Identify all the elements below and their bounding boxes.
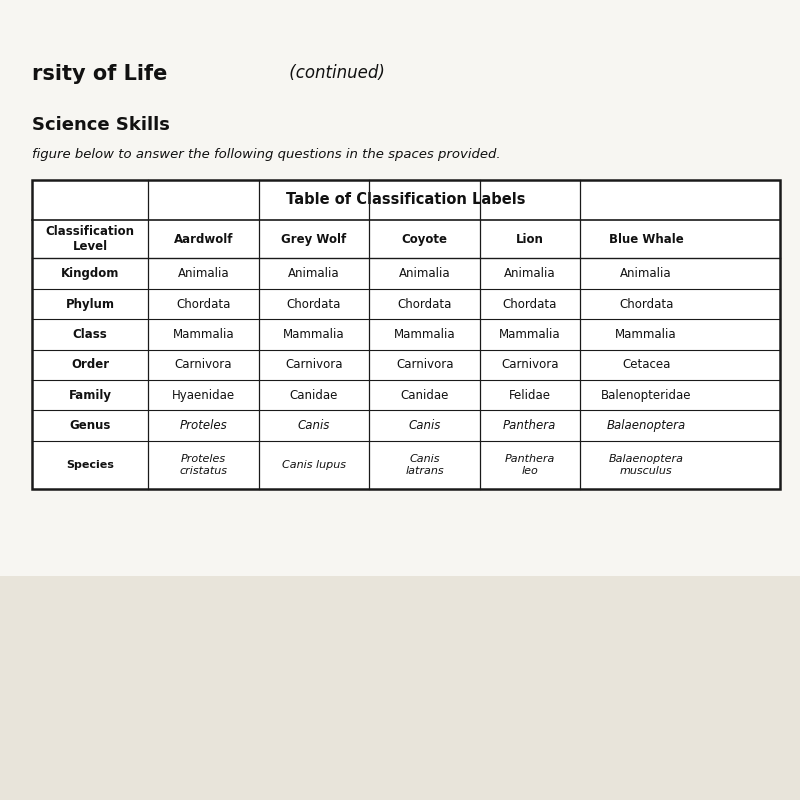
Text: Mammalia: Mammalia — [615, 328, 677, 341]
Text: Chordata: Chordata — [502, 298, 557, 310]
Text: Science Skills: Science Skills — [32, 116, 170, 134]
Text: Class: Class — [73, 328, 107, 341]
Text: Blue Whale: Blue Whale — [609, 233, 683, 246]
Text: Carnivora: Carnivora — [501, 358, 558, 371]
Text: Canis
latrans: Canis latrans — [406, 454, 444, 476]
Text: Animalia: Animalia — [399, 267, 450, 280]
Text: rsity of Life: rsity of Life — [32, 64, 167, 84]
Text: Coyote: Coyote — [402, 233, 448, 246]
Text: Family: Family — [69, 389, 111, 402]
Text: Phylum: Phylum — [66, 298, 114, 310]
Text: Cetacea: Cetacea — [622, 358, 670, 371]
Text: Table of Classification Labels: Table of Classification Labels — [286, 193, 526, 207]
Text: Balaenoptera: Balaenoptera — [606, 419, 686, 432]
Text: Hyaenidae: Hyaenidae — [172, 389, 235, 402]
Text: Balaenoptera
musculus: Balaenoptera musculus — [609, 454, 684, 476]
Text: Animalia: Animalia — [504, 267, 556, 280]
Text: Species: Species — [66, 460, 114, 470]
Text: Canis: Canis — [409, 419, 441, 432]
Text: Canidae: Canidae — [401, 389, 449, 402]
Text: Grey Wolf: Grey Wolf — [282, 233, 346, 246]
Text: Animalia: Animalia — [178, 267, 229, 280]
Text: Mammalia: Mammalia — [283, 328, 345, 341]
Text: Panthera: Panthera — [503, 419, 557, 432]
Text: Order: Order — [71, 358, 109, 371]
Text: Kingdom: Kingdom — [61, 267, 119, 280]
Text: Animalia: Animalia — [620, 267, 672, 280]
Text: Chordata: Chordata — [287, 298, 341, 310]
Text: Chordata: Chordata — [398, 298, 452, 310]
Text: Balenopteridae: Balenopteridae — [601, 389, 691, 402]
Text: Chordata: Chordata — [619, 298, 674, 310]
Text: Animalia: Animalia — [288, 267, 340, 280]
Text: Genus: Genus — [70, 419, 110, 432]
Text: Canis lupus: Canis lupus — [282, 460, 346, 470]
Text: Canis: Canis — [298, 419, 330, 432]
Text: Carnivora: Carnivora — [396, 358, 454, 371]
Text: (continued): (continued) — [284, 64, 385, 82]
Text: Chordata: Chordata — [176, 298, 230, 310]
Text: Felidae: Felidae — [509, 389, 550, 402]
Text: Carnivora: Carnivora — [174, 358, 232, 371]
Text: Lion: Lion — [516, 233, 544, 246]
Text: Mammalia: Mammalia — [394, 328, 455, 341]
Text: Panthera
leo: Panthera leo — [505, 454, 555, 476]
Text: Proteles: Proteles — [179, 419, 227, 432]
Text: Carnivora: Carnivora — [286, 358, 342, 371]
Text: Mammalia: Mammalia — [499, 328, 561, 341]
Text: Mammalia: Mammalia — [173, 328, 234, 341]
Text: Proteles
cristatus: Proteles cristatus — [179, 454, 227, 476]
Text: Aardwolf: Aardwolf — [174, 233, 233, 246]
Text: Classification
Level: Classification Level — [46, 226, 134, 253]
Text: figure below to answer the following questions in the spaces provided.: figure below to answer the following que… — [32, 148, 501, 161]
FancyBboxPatch shape — [0, 0, 800, 576]
Text: Canidae: Canidae — [290, 389, 338, 402]
